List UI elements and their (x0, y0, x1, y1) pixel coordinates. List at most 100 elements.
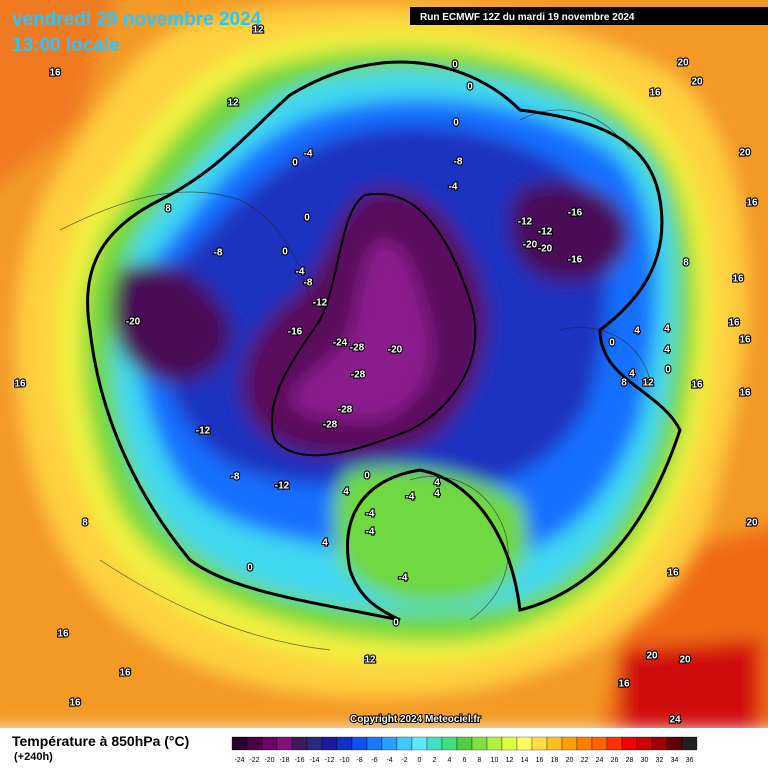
colorbar-tick: -18 (279, 757, 289, 764)
colorbar-cell (486, 736, 503, 751)
contour-label: -28 (350, 343, 365, 354)
colorbar-cell (636, 736, 653, 751)
contour-label: 16 (732, 274, 744, 285)
colorbar-tick: -16 (294, 757, 304, 764)
colorbar-tick: 28 (626, 757, 634, 764)
contour-label: -16 (288, 327, 303, 338)
colorbar-cell (651, 736, 668, 751)
colorbar-tick: 4 (448, 757, 452, 764)
contour-label: -4 (449, 182, 458, 193)
colorbar-tick: 20 (566, 757, 574, 764)
colorbar-cell (276, 736, 293, 751)
colorbar-cell (261, 736, 278, 751)
contour-label: 4 (343, 487, 349, 498)
colorbar-cell (426, 736, 443, 751)
colorbar-cell (336, 736, 353, 751)
colorbar-tick: -2 (401, 757, 407, 764)
contour-label: 16 (14, 379, 26, 390)
colorbar-tick: 34 (671, 757, 679, 764)
contour-label: -4 (366, 509, 375, 520)
contour-label: 0 (393, 618, 399, 629)
colorbar-cell (531, 736, 548, 751)
colorbar-cell (561, 736, 578, 751)
copyright: Copyright 2024 Meteociel.fr (350, 714, 481, 725)
colorbar-cell (666, 736, 683, 751)
contour-label: -12 (538, 227, 553, 238)
lead-time: (+240h) (14, 751, 53, 763)
contour-label: 8 (683, 258, 689, 269)
contour-label: -20 (538, 244, 553, 255)
contour-label: 0 (467, 82, 473, 93)
contour-label: 16 (667, 568, 679, 579)
contour-label: -12 (518, 217, 533, 228)
contour-label: -20 (523, 240, 538, 251)
colorbar-cell (591, 736, 608, 751)
contour-label: 16 (739, 388, 751, 399)
colorbar-tick: 32 (656, 757, 664, 764)
colorbar-cell (501, 736, 518, 751)
contour-label: 4 (634, 326, 640, 337)
contour-label: 8 (82, 518, 88, 529)
colorbar-cell (246, 736, 263, 751)
colorbar-tick: -24 (234, 757, 244, 764)
colorbar-cell (576, 736, 593, 751)
legend-title: Température à 850hPa (°C) (12, 733, 189, 749)
contour-label: 4 (434, 478, 440, 489)
contour-label: 12 (642, 378, 654, 389)
contour-label: -20 (388, 345, 403, 356)
colorbar-tick: -12 (324, 757, 334, 764)
colorbar-cell (366, 736, 383, 751)
contour-label: 12 (364, 655, 376, 666)
contour-label: 16 (728, 318, 740, 329)
colorbar-cell (621, 736, 638, 751)
colorbar-cell (396, 736, 413, 751)
colorbar-cell (471, 736, 488, 751)
contour-label: 0 (247, 563, 253, 574)
colorbar-tick: 12 (506, 757, 514, 764)
contour-label: 4 (664, 324, 670, 335)
colorbar-tick: -8 (356, 757, 362, 764)
contour-label: 24 (669, 715, 681, 726)
contour-label: 20 (739, 148, 751, 159)
contour-label: 16 (691, 380, 703, 391)
run-banner (410, 7, 768, 25)
colorbar-tick: 8 (478, 757, 482, 764)
contour-label: 16 (57, 629, 69, 640)
colorbar-tick: 14 (521, 757, 529, 764)
contour-label: 0 (364, 471, 370, 482)
contour-label: -4 (366, 527, 375, 538)
contour-label: 0 (453, 118, 459, 129)
colorbar-cell (606, 736, 623, 751)
colorbar-cell (381, 736, 398, 751)
run-info: Run ECMWF 12Z du mardi 19 novembre 2024 (420, 12, 635, 23)
contour-label: 0 (304, 213, 310, 224)
time-title: 13:00 locale (12, 35, 120, 56)
colorbar-tick: 26 (611, 757, 619, 764)
contour-label: 0 (282, 247, 288, 258)
contour-label: 4 (322, 538, 328, 549)
contour-label: -8 (231, 472, 240, 483)
contour-label: -8 (454, 157, 463, 168)
contour-label: 4 (629, 369, 635, 380)
contour-label: 16 (746, 198, 758, 209)
temperature-field (0, 0, 768, 730)
contour-label: 20 (677, 58, 689, 69)
contour-label: -20 (126, 317, 141, 328)
contour-label: -12 (275, 481, 290, 492)
coastlines (59, 109, 651, 651)
contour-label: -24 (333, 338, 348, 349)
colorbar-cell (351, 736, 368, 751)
colorbar-tick: 22 (581, 757, 589, 764)
contour-label: 16 (49, 68, 61, 79)
colorbar-cell (411, 736, 428, 751)
contour-label: 8 (621, 378, 627, 389)
contour-label: -4 (406, 492, 415, 503)
contour-label: -12 (313, 298, 328, 309)
contour-label: 20 (646, 651, 658, 662)
colorbar-tick: 10 (491, 757, 499, 764)
contour-label: -8 (214, 248, 223, 259)
contour-label: 16 (618, 679, 630, 690)
colorbar-cell (456, 736, 473, 751)
